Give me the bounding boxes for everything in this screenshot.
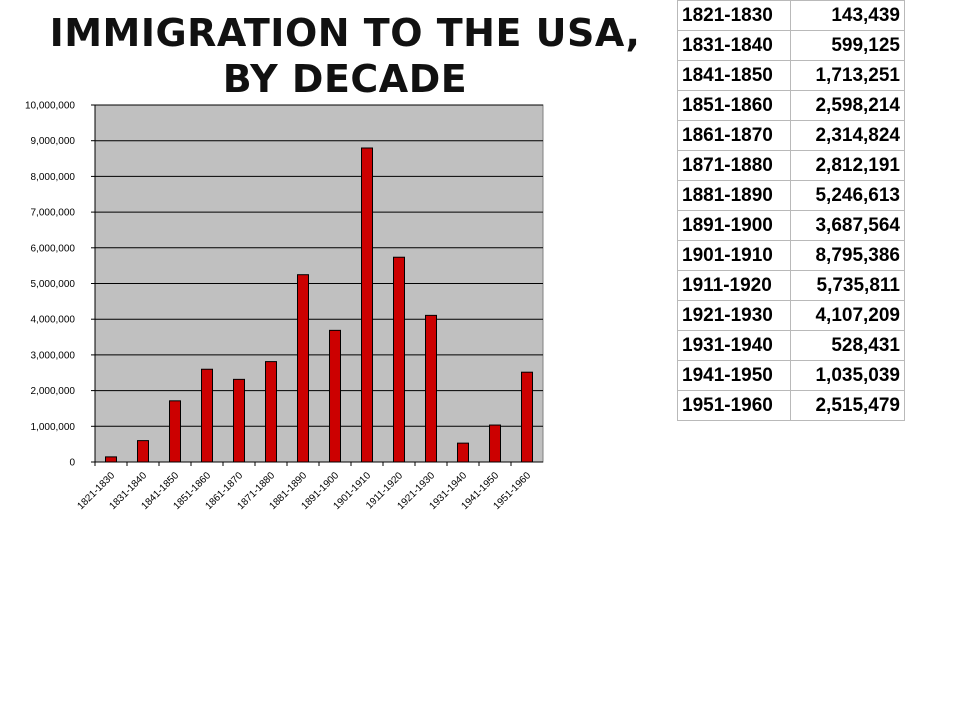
table-row: 1861-1870 2,314,824 bbox=[677, 120, 905, 151]
immigration-table: 1821-1830 143,439 1831-1840 599,125 1841-185… bbox=[677, 0, 905, 421]
table-cell-count: 1,713,251 bbox=[790, 60, 905, 91]
bar bbox=[457, 442, 469, 463]
table-cell-count: 3,687,564 bbox=[790, 210, 905, 241]
y-tick-label: 3,000,000 bbox=[31, 350, 76, 361]
table-cell-period: 1851-1860 bbox=[677, 90, 791, 121]
table-cell-count: 2,812,191 bbox=[790, 150, 905, 181]
table-row: 1911-1920 5,735,811 bbox=[677, 270, 905, 301]
table-cell-period: 1831-1840 bbox=[677, 30, 791, 61]
bar bbox=[329, 329, 341, 463]
table-cell-period: 1841-1850 bbox=[677, 60, 791, 91]
bar bbox=[169, 400, 181, 463]
page-title: IMMIGRATION TO THE USA, BY DECADE bbox=[0, 10, 690, 102]
table-row: 1891-1900 3,687,564 bbox=[677, 210, 905, 241]
y-tick-label: 6,000,000 bbox=[31, 243, 76, 254]
table-row: 1881-1890 5,246,613 bbox=[677, 180, 905, 211]
bar bbox=[393, 256, 405, 463]
table-cell-period: 1951-1960 bbox=[677, 390, 791, 421]
y-tick-label: 4,000,000 bbox=[31, 315, 76, 326]
table-cell-count: 2,515,479 bbox=[790, 390, 905, 421]
bar bbox=[361, 147, 373, 463]
title-line-1: IMMIGRATION TO THE USA, bbox=[49, 11, 641, 55]
table-row: 1921-1930 4,107,209 bbox=[677, 300, 905, 331]
table-cell-count: 2,598,214 bbox=[790, 90, 905, 121]
bar-chart: 0 1,000,000 2,000,000 3,000,000 4,000,000 5,0… bbox=[25, 101, 544, 512]
y-tick-label: 0 bbox=[69, 458, 75, 469]
table-cell-period: 1881-1890 bbox=[677, 180, 791, 211]
y-tick-label: 9,000,000 bbox=[31, 136, 76, 147]
table-cell-count: 528,431 bbox=[790, 330, 905, 361]
table-row: 1941-1950 1,035,039 bbox=[677, 360, 905, 391]
bar bbox=[489, 424, 501, 463]
bar bbox=[297, 274, 309, 463]
bar bbox=[521, 371, 533, 463]
table-cell-period: 1921-1930 bbox=[677, 300, 791, 331]
y-tick-label: 1,000,000 bbox=[31, 422, 76, 433]
table-row: 1831-1840 599,125 bbox=[677, 30, 905, 61]
y-tick-label: 10,000,000 bbox=[25, 101, 75, 112]
bar bbox=[201, 368, 213, 463]
title-line-2: BY DECADE bbox=[222, 57, 468, 101]
table-cell-period: 1911-1920 bbox=[677, 270, 791, 301]
table-row: 1871-1880 2,812,191 bbox=[677, 150, 905, 181]
table-cell-count: 5,735,811 bbox=[790, 270, 905, 301]
bar bbox=[425, 314, 437, 463]
bar bbox=[265, 361, 277, 463]
table-row: 1951-1960 2,515,479 bbox=[677, 390, 905, 421]
table-row: 1841-1850 1,713,251 bbox=[677, 60, 905, 91]
table-cell-period: 1931-1940 bbox=[677, 330, 791, 361]
table-cell-count: 8,795,386 bbox=[790, 240, 905, 271]
table-cell-count: 4,107,209 bbox=[790, 300, 905, 331]
bar bbox=[137, 440, 149, 463]
y-tick-label: 7,000,000 bbox=[31, 208, 76, 219]
table-cell-period: 1941-1950 bbox=[677, 360, 791, 391]
table-cell-period: 1901-1910 bbox=[677, 240, 791, 271]
table-cell-period: 1871-1880 bbox=[677, 150, 791, 181]
y-tick-label: 5,000,000 bbox=[31, 279, 76, 290]
table-cell-period: 1821-1830 bbox=[677, 0, 791, 31]
table-row: 1931-1940 528,431 bbox=[677, 330, 905, 361]
table-cell-period: 1891-1900 bbox=[677, 210, 791, 241]
table-row: 1901-1910 8,795,386 bbox=[677, 240, 905, 271]
table-cell-count: 2,314,824 bbox=[790, 120, 905, 151]
y-tick-label: 8,000,000 bbox=[31, 172, 76, 183]
table-cell-count: 599,125 bbox=[790, 30, 905, 61]
table-cell-count: 143,439 bbox=[790, 0, 905, 31]
table-cell-count: 1,035,039 bbox=[790, 360, 905, 391]
y-tick-label: 2,000,000 bbox=[31, 386, 76, 397]
bar bbox=[105, 456, 117, 463]
bar bbox=[233, 378, 245, 463]
table-row: 1821-1830 143,439 bbox=[677, 0, 905, 31]
table-cell-period: 1861-1870 bbox=[677, 120, 791, 151]
table-cell-count: 5,246,613 bbox=[790, 180, 905, 211]
table-row: 1851-1860 2,598,214 bbox=[677, 90, 905, 121]
